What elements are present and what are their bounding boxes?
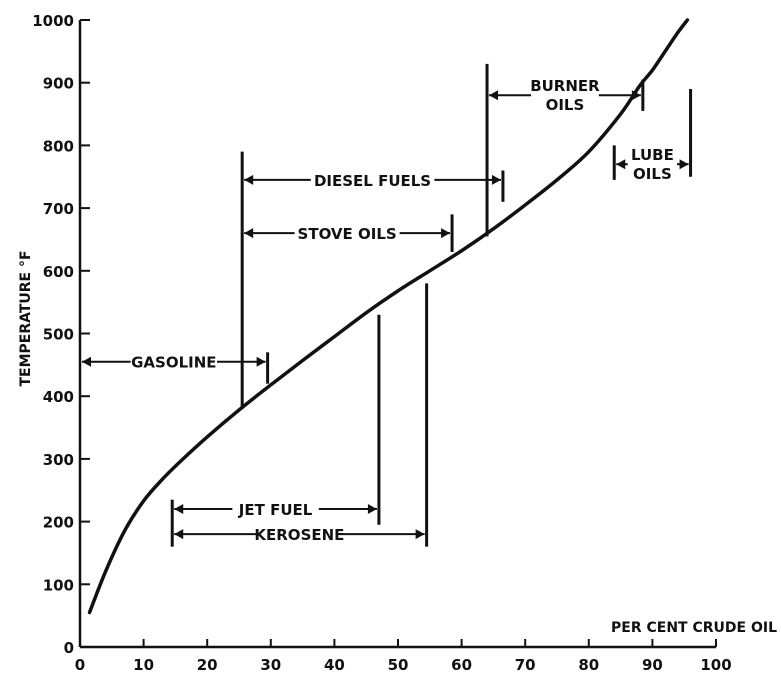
range-label-burner-oils: BURNER OILS xyxy=(530,77,600,114)
x-tick-label: 80 xyxy=(578,656,599,674)
x-tick-label: 90 xyxy=(642,656,663,674)
range-label-lube-oils: LUBE OILS xyxy=(631,146,674,183)
distillation-curve xyxy=(87,18,690,615)
x-tick-label: 30 xyxy=(260,656,281,674)
range-label-jet-fuel: JET FUEL xyxy=(238,501,313,519)
range-arrowhead-jet-fuel xyxy=(174,504,184,515)
range-arrowhead-burner-oils xyxy=(631,90,641,101)
range-arrowhead-diesel-fuels xyxy=(491,174,501,185)
y-tick-label: 500 xyxy=(43,326,74,344)
x-tick-label: 0 xyxy=(75,656,85,674)
range-arrowhead-jet-fuel xyxy=(367,504,377,515)
x-tick-label: 50 xyxy=(388,656,409,674)
x-tick-label: 40 xyxy=(324,656,345,674)
y-tick-label: 400 xyxy=(43,388,74,406)
x-tick-label: 10 xyxy=(133,656,154,674)
range-arrowhead-diesel-fuels xyxy=(244,174,254,185)
y-tick-label: 200 xyxy=(43,514,74,532)
range-arrowhead-stove-oils xyxy=(441,228,451,239)
x-tick-label: 20 xyxy=(197,656,218,674)
y-tick-label: 1000 xyxy=(32,12,74,30)
y-tick-label: 600 xyxy=(43,263,74,281)
range-arrowhead-stove-oils xyxy=(244,228,254,239)
y-axis-title: TEMPERATURE °F xyxy=(18,250,34,386)
range-label-gasoline: GASOLINE xyxy=(131,354,216,372)
range-arrowhead-kerosene xyxy=(415,529,425,540)
y-tick-label: 700 xyxy=(43,200,74,218)
range-label-diesel-fuels: DIESEL FUELS xyxy=(314,172,431,190)
range-label-stove-oils: STOVE OILS xyxy=(298,225,397,243)
y-tick-label: 800 xyxy=(43,137,74,155)
range-arrowhead-gasoline xyxy=(256,356,266,367)
y-tick-label: 300 xyxy=(43,451,74,469)
range-label-kerosene: KEROSENE xyxy=(254,526,344,544)
range-arrowhead-gasoline xyxy=(82,356,91,367)
y-tick-label: 900 xyxy=(43,75,74,93)
x-axis-title: PER CENT CRUDE OIL xyxy=(611,620,777,636)
x-tick-label: 60 xyxy=(451,656,472,674)
x-tick-label: 70 xyxy=(515,656,536,674)
x-tick-label: 100 xyxy=(700,656,731,674)
range-arrowhead-lube-oils xyxy=(679,159,689,170)
y-tick-label: 0 xyxy=(64,639,74,657)
range-arrowhead-lube-oils xyxy=(616,159,626,170)
range-arrowhead-kerosene xyxy=(174,529,184,540)
range-arrowhead-burner-oils xyxy=(489,90,499,101)
y-tick-label: 100 xyxy=(43,576,74,594)
